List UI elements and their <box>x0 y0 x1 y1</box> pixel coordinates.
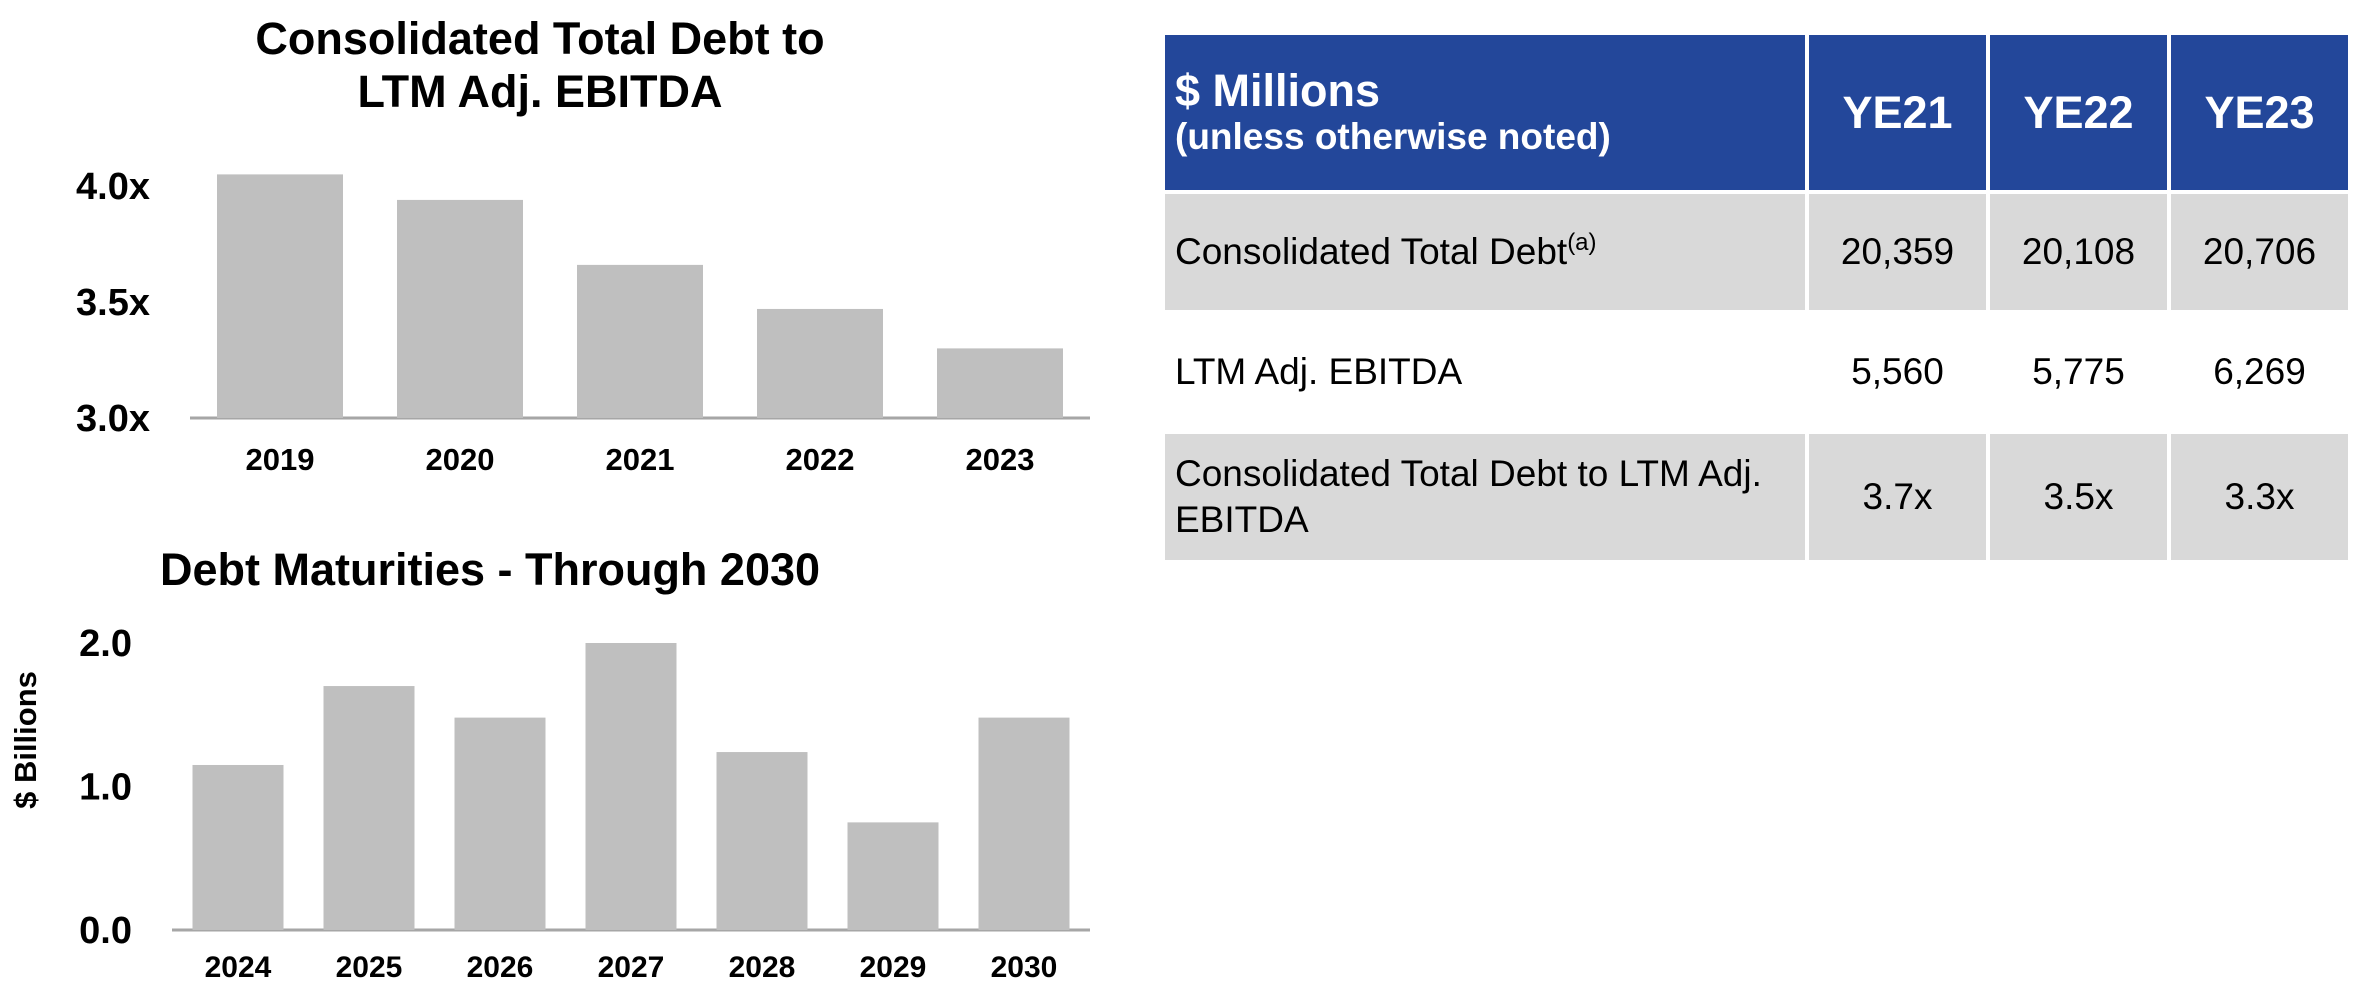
table-row: Consolidated Total Debt(a) 20,359 20,108… <box>1161 190 2352 314</box>
chart1-title-line1: Consolidated Total Debt to <box>255 13 825 64</box>
x-tick-label: 2026 <box>467 951 534 984</box>
x-tick-label: 2021 <box>606 442 675 477</box>
bar-2029 <box>847 822 939 930</box>
x-tick-label: 2023 <box>966 442 1035 477</box>
y-tick-label: 2.0 <box>79 623 132 665</box>
footnote-marker: (a) <box>1567 229 1597 257</box>
debt-summary-table: $ Millions (unless otherwise noted) YE21… <box>1161 31 2352 564</box>
x-tick-label: 2028 <box>729 951 796 984</box>
header-units-title: $ Millions <box>1175 64 1381 116</box>
row-label-total-debt: Consolidated Total Debt(a) <box>1161 190 1809 314</box>
x-tick-label: 2024 <box>205 951 272 984</box>
table-row: Consolidated Total Debt to LTM Adj. EBIT… <box>1161 430 2352 564</box>
bar-2022 <box>757 308 883 418</box>
row-label-leverage-ratio: Consolidated Total Debt to LTM Adj. EBIT… <box>1161 430 1809 564</box>
debt-maturities-bar-chart: 0.0 1.0 2.0 2024 2025 2026 2027 2028 2029 2030 <box>79 623 1090 984</box>
x-tick-label: 2019 <box>246 442 315 477</box>
bar-2025 <box>323 686 415 930</box>
x-tick-label: 2020 <box>426 442 495 477</box>
bar-2023 <box>937 348 1063 418</box>
table-cell: 20,359 <box>1805 190 1990 314</box>
table-row: LTM Adj. EBITDA 5,560 5,775 6,269 <box>1161 310 2352 434</box>
y-tick-label: 3.5x <box>76 282 150 324</box>
bar-2024 <box>192 764 284 930</box>
chart1-title-line2: LTM Adj. EBITDA <box>357 66 723 118</box>
x-tick-label: 2022 <box>786 442 855 477</box>
bar-2027 <box>585 643 677 930</box>
x-tick-label: 2029 <box>860 951 927 984</box>
row-label-ebitda: LTM Adj. EBITDA <box>1161 310 1809 434</box>
table-cell: 3.3x <box>2167 430 2352 564</box>
y-tick-label: 4.0x <box>76 166 150 208</box>
y-tick-label: 3.0x <box>76 398 150 440</box>
bar-2030 <box>978 717 1070 930</box>
header-year-ye21: YE21 <box>1805 31 1990 194</box>
table-cell: 6,269 <box>2167 310 2352 434</box>
header-year-ye22: YE22 <box>1986 31 2171 194</box>
table-cell: 5,775 <box>1986 310 2171 434</box>
table-cell: 3.5x <box>1986 430 2171 564</box>
chart1-title: Consolidated Total Debt to LTM Adj. EBIT… <box>180 12 900 118</box>
bar-2020 <box>397 199 523 418</box>
x-tick-label: 2030 <box>991 951 1058 984</box>
bar-2028 <box>716 752 808 930</box>
table-cell: 5,560 <box>1805 310 1990 434</box>
table-cell: 20,706 <box>2167 190 2352 314</box>
header-units-note: (unless otherwise noted) <box>1175 116 1611 158</box>
y-tick-label: 0.0 <box>79 910 132 952</box>
header-year-ye23: YE23 <box>2167 31 2352 194</box>
chart2-title: Debt Maturities - Through 2030 <box>159 544 821 595</box>
x-tick-label: 2025 <box>336 951 403 984</box>
y-tick-label: 1.0 <box>79 767 132 809</box>
table-cell: 3.7x <box>1805 430 1990 564</box>
table-header-row: $ Millions (unless otherwise noted) YE21… <box>1161 31 2352 194</box>
row-label-text: Consolidated Total Debt <box>1175 231 1568 273</box>
x-tick-label: 2027 <box>598 951 665 984</box>
table-cell: 20,108 <box>1986 190 2171 314</box>
bar-2019 <box>217 174 343 418</box>
bar-2021 <box>577 264 703 418</box>
bar-2026 <box>454 717 546 930</box>
leverage-bar-chart: 3.0x 3.5x 4.0x 2019 2020 2021 2022 2023 <box>76 166 1090 477</box>
header-units-cell: $ Millions (unless otherwise noted) <box>1161 31 1809 194</box>
